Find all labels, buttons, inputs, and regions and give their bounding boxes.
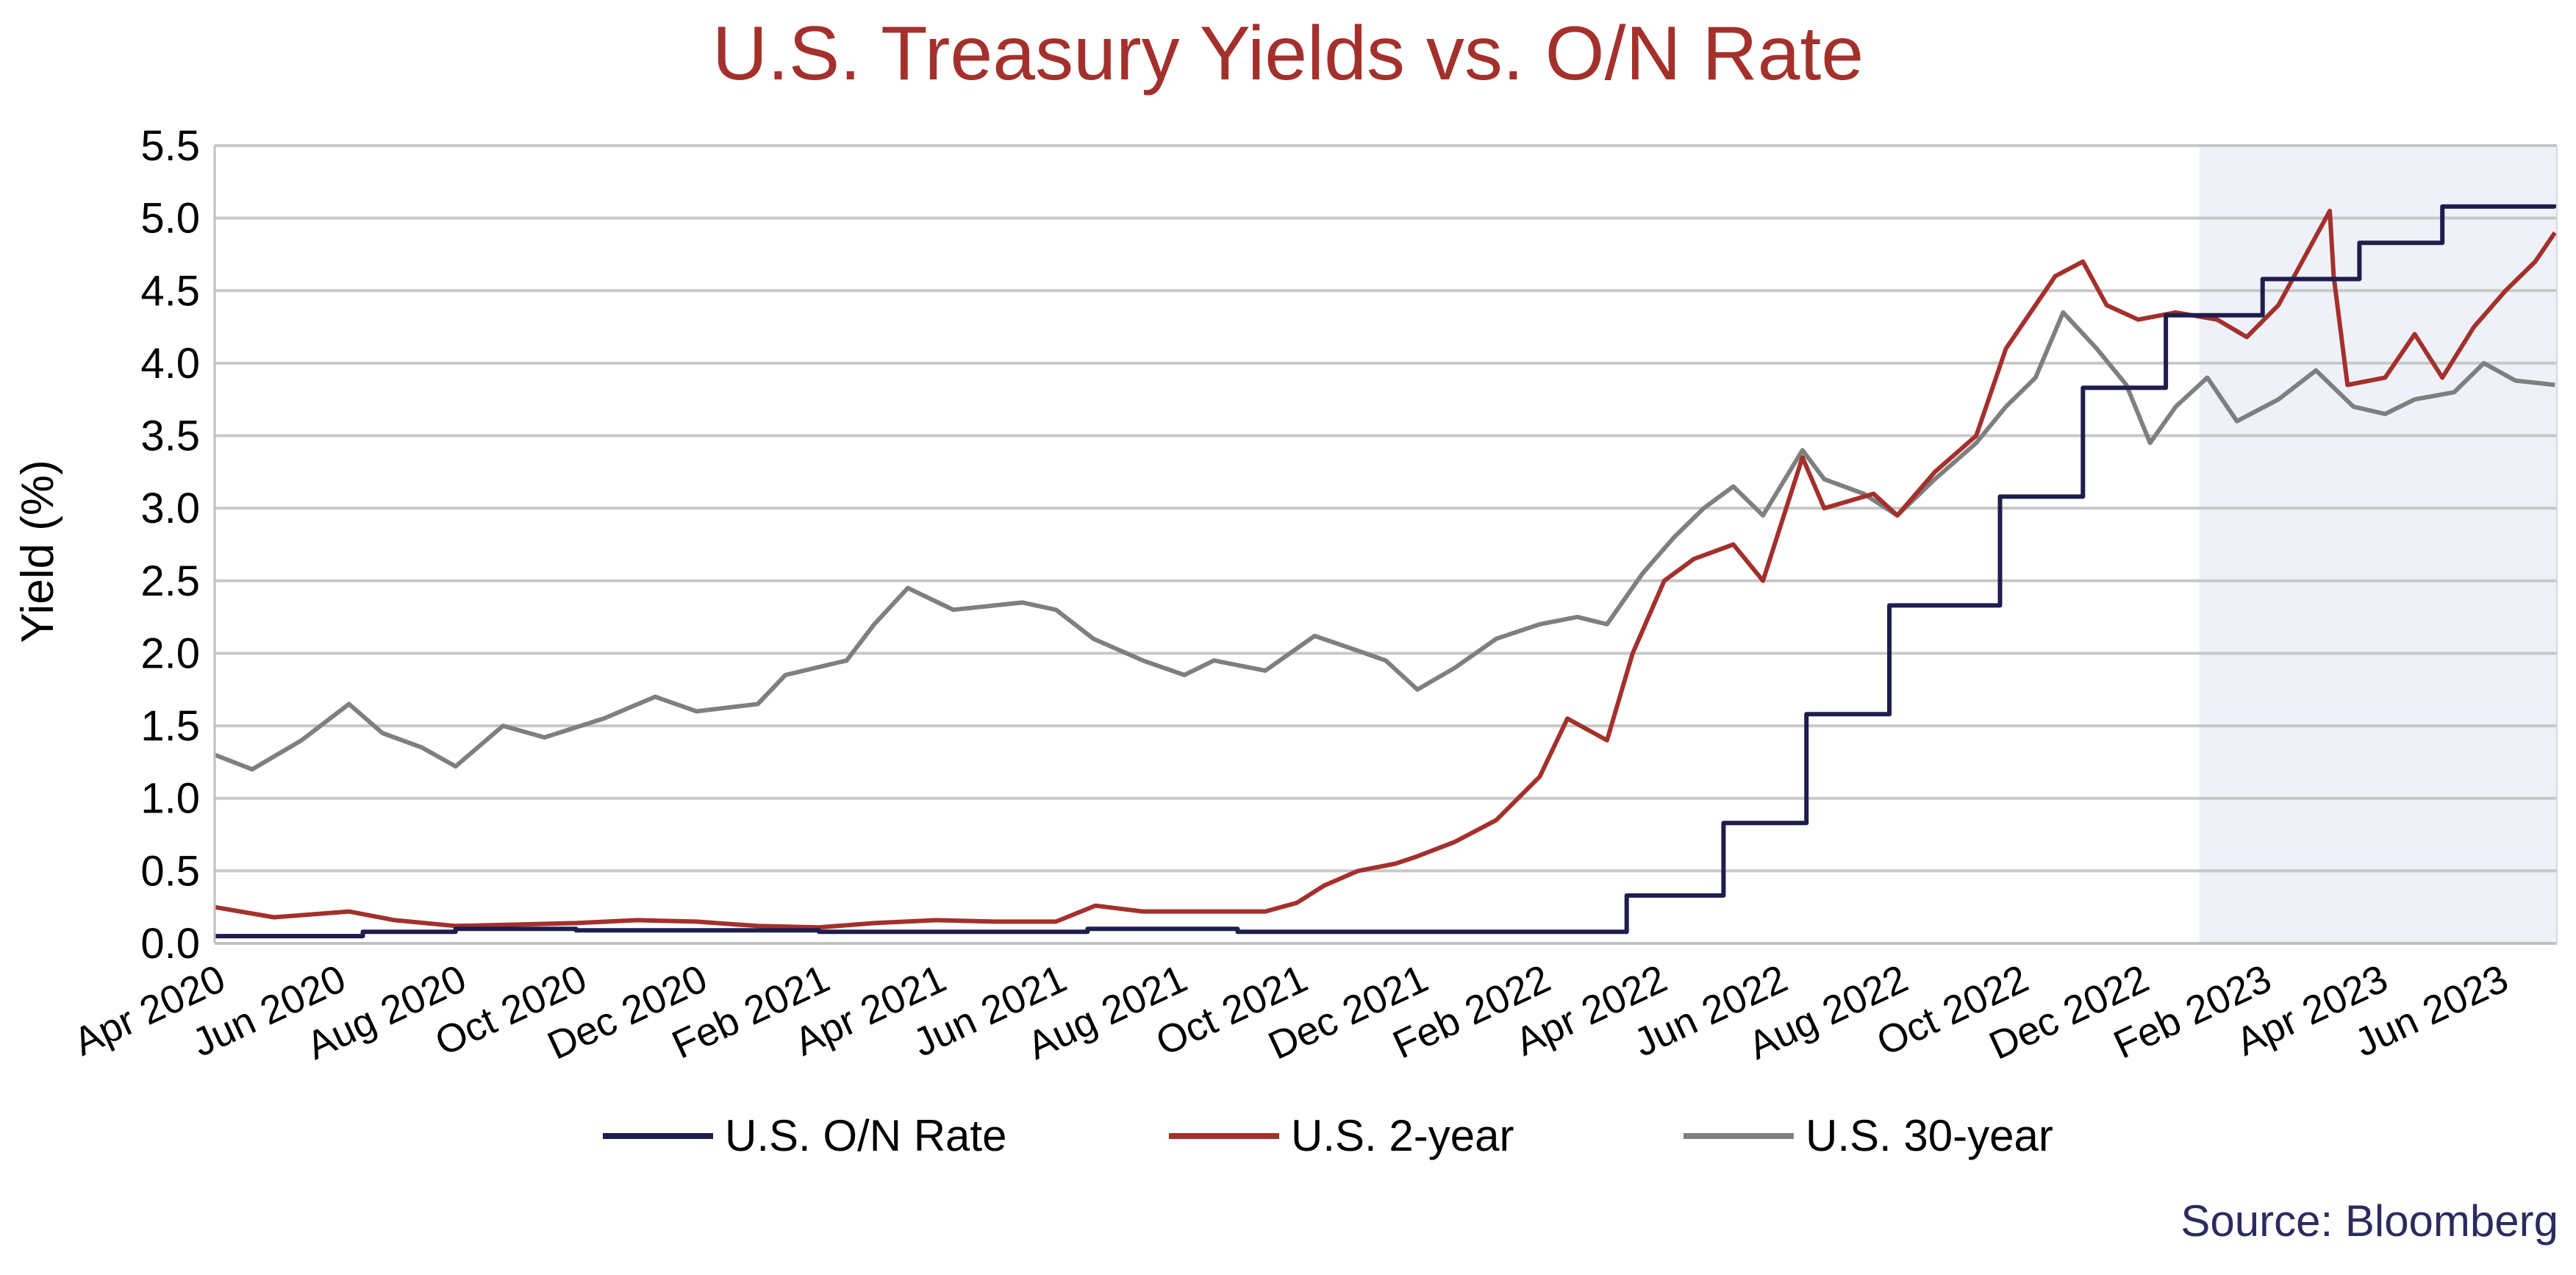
legend-label-2: U.S. 30-year bbox=[1806, 1111, 2053, 1160]
y-tick-label: 0.0 bbox=[140, 920, 200, 968]
legend-layer: U.S. O/N Rate U.S. 2-year U.S. 30-year bbox=[603, 1111, 2053, 1160]
series-line-0 bbox=[215, 204, 2558, 939]
shaded-period-layer bbox=[2199, 146, 2557, 943]
y-tick-label: 2.0 bbox=[140, 629, 200, 677]
legend-label-0: U.S. O/N Rate bbox=[725, 1111, 1006, 1160]
y-tick-label: 4.0 bbox=[140, 340, 200, 388]
y-tick-label: 5.0 bbox=[140, 195, 200, 243]
y-tick-label: 0.5 bbox=[140, 847, 200, 895]
shaded-period bbox=[2199, 146, 2557, 943]
y-tick-label: 2.5 bbox=[140, 557, 200, 605]
line-chart: 0.00.51.01.52.02.53.03.54.04.55.05.5Apr … bbox=[12, 122, 2558, 1160]
y-tick-label: 5.5 bbox=[140, 122, 200, 170]
y-tick-label: 3.0 bbox=[140, 485, 200, 532]
source-note: Source: Bloomberg bbox=[2180, 1196, 2558, 1246]
y-tick-label: 3.5 bbox=[140, 413, 200, 460]
chart-title: U.S. Treasury Yields vs. O/N Rate bbox=[712, 11, 1864, 96]
y-tick-label: 4.5 bbox=[140, 267, 200, 315]
gridlines-layer bbox=[215, 144, 2557, 945]
y-tick-label: 1.0 bbox=[140, 775, 200, 823]
series-line-2 bbox=[213, 310, 2555, 772]
series-line-1 bbox=[214, 208, 2557, 930]
legend-label-1: U.S. 2-year bbox=[1291, 1111, 1514, 1160]
series-layer bbox=[213, 204, 2558, 939]
y-tick-label: 1.5 bbox=[140, 702, 200, 750]
y-axis-title: Yield (%) bbox=[12, 460, 63, 643]
